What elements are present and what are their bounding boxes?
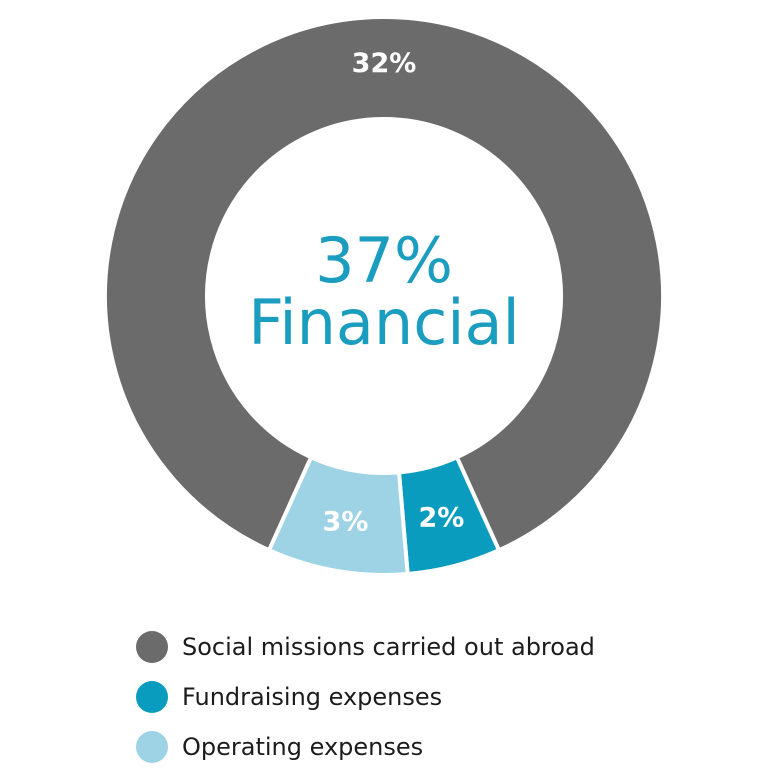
legend-swatch-operating: [136, 731, 168, 763]
slice-label-operating: 3%: [323, 507, 369, 538]
slice-labels: 32% 2% 3%: [323, 48, 465, 538]
legend-swatch-social-missions: [136, 631, 168, 663]
legend-item-social-missions: Social missions carried out abroad: [136, 622, 595, 672]
legend-label: Social missions carried out abroad: [182, 633, 595, 661]
legend-swatch-fundraising: [136, 681, 168, 713]
slice-label-social-missions: 32%: [352, 48, 417, 79]
center-value: 37%: [315, 224, 453, 297]
donut-slices: [103, 15, 665, 577]
donut-chart: 32% 2% 3% 37% Financial: [103, 15, 665, 577]
legend-label: Fundraising expenses: [182, 683, 443, 711]
slice-social-missions: [103, 15, 665, 553]
slice-operating: [267, 455, 410, 577]
chart-legend: Social missions carried out abroad Fundr…: [136, 622, 595, 772]
legend-item-fundraising: Fundraising expenses: [136, 672, 595, 722]
legend-label: Operating expenses: [182, 733, 424, 761]
center-caption: Financial: [248, 286, 520, 359]
legend-item-operating: Operating expenses: [136, 722, 595, 772]
slice-label-fundraising: 2%: [419, 503, 465, 534]
